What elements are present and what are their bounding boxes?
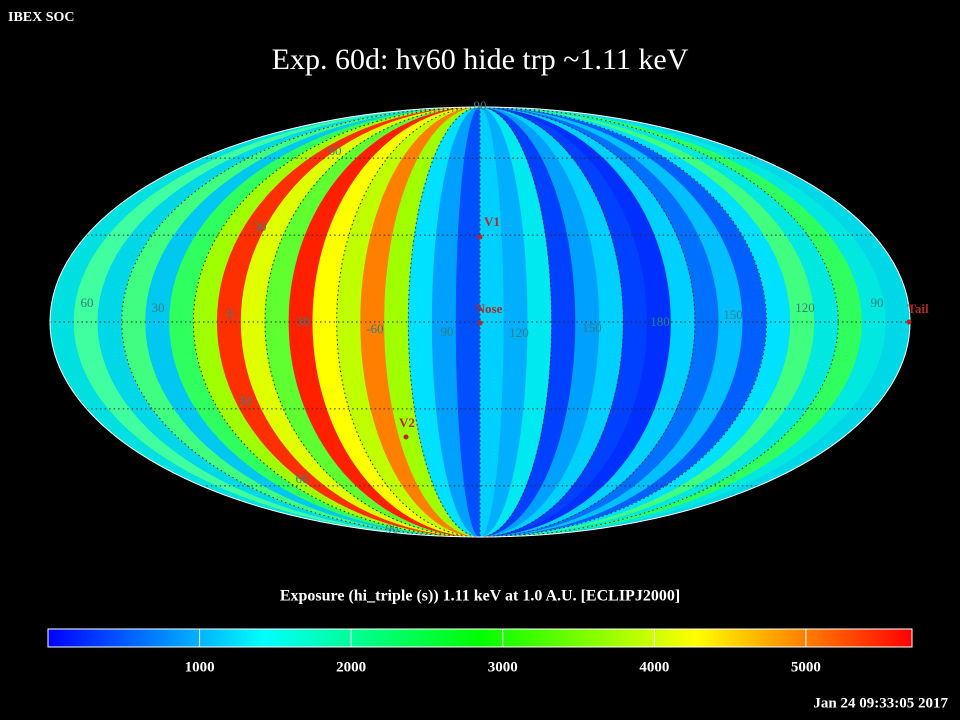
- grid-label: 30: [254, 219, 267, 234]
- grid-label: 90: [386, 521, 399, 536]
- grid-label: 60: [81, 295, 94, 310]
- meridian: [479, 106, 553, 538]
- graticule: [50, 106, 910, 538]
- grid-label: 90: [871, 295, 884, 310]
- marker-dot: [403, 434, 409, 440]
- meridian: [336, 106, 481, 538]
- grid-label: 180: [650, 314, 670, 329]
- sky-map: 90 60 30 30 60 90 60 30 0 30 -60 90 120 150 180 150 120 9…: [49, 98, 929, 538]
- grid-label: 150: [723, 307, 743, 322]
- meridian: [407, 106, 481, 538]
- marker-label: Nose: [476, 301, 503, 316]
- meridian: [479, 106, 624, 538]
- meridian: [192, 106, 481, 538]
- grid-label: 150: [582, 320, 602, 335]
- marker-label: V1: [484, 214, 500, 229]
- grid-label: 120: [795, 300, 815, 315]
- colorbar-gradient: [47, 628, 913, 648]
- meridian: [264, 106, 481, 538]
- grid-label: 60: [329, 143, 342, 158]
- colorbar-tick-label: 4000: [639, 659, 669, 675]
- grid-label: 90: [474, 98, 487, 113]
- marker-dot: [906, 319, 912, 325]
- grid-label: 0: [227, 306, 234, 321]
- marker-dot: [477, 320, 483, 326]
- grid-label: 30: [152, 300, 165, 315]
- colorbar: 1000 2000 3000 4000 5000: [47, 628, 913, 675]
- colorbar-tick-label: 1000: [185, 659, 215, 675]
- grid-label: 30: [239, 393, 252, 408]
- colorbar-tick-label: 2000: [336, 659, 366, 675]
- colorbar-tick-label: 5000: [791, 659, 821, 675]
- marker-label: Tail: [907, 301, 929, 316]
- grid-label: 120: [509, 325, 529, 340]
- grid-label: 90: [441, 324, 454, 339]
- marker-dot: [477, 234, 483, 240]
- timestamp: Jan 24 09:33:05 2017: [813, 695, 948, 711]
- marker-label: V2: [399, 415, 415, 430]
- grid-label: -60: [366, 321, 383, 336]
- corner-label: IBEX SOC: [8, 10, 75, 25]
- grid-label: 30: [297, 314, 310, 329]
- grid-label: 60: [296, 471, 309, 486]
- title: Exp. 60d: hv60 hide trp ~1.11 keV: [272, 43, 689, 76]
- meridian: [479, 106, 768, 538]
- colorbar-tick-label: 3000: [488, 659, 518, 675]
- colorbar-label: Exposure (hi_triple (s)) 1.11 keV at 1.0…: [280, 588, 680, 605]
